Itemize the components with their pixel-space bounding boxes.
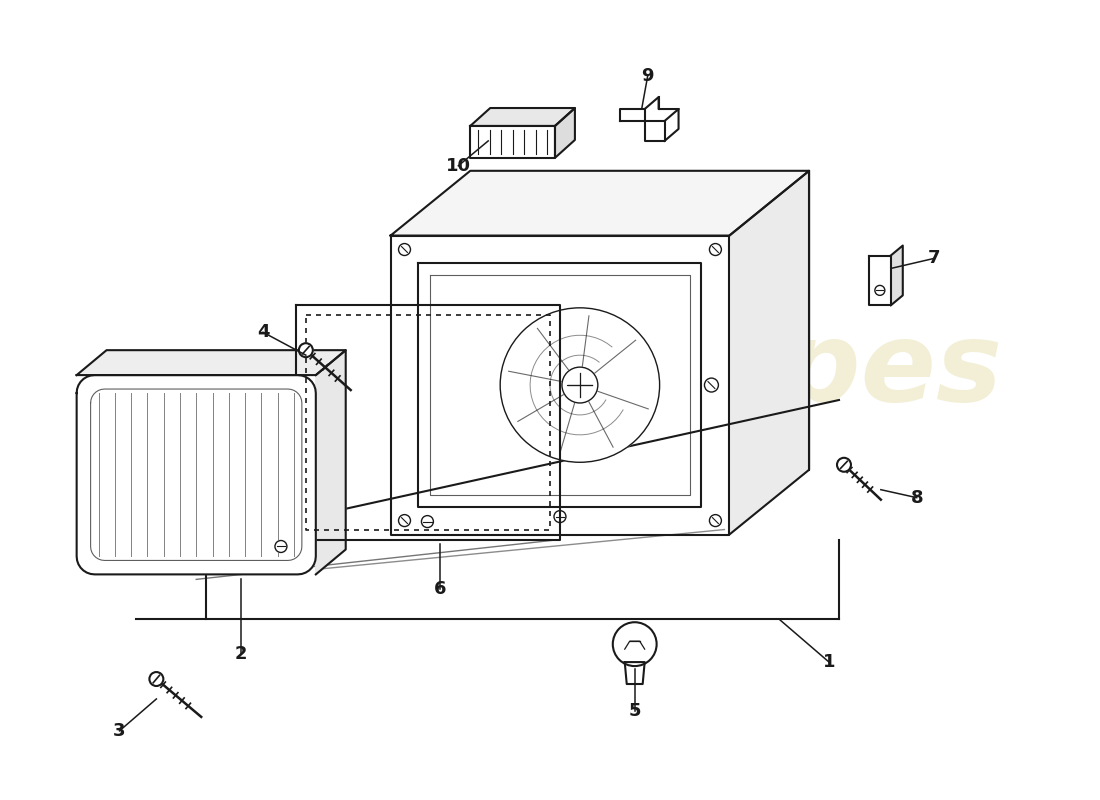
Circle shape <box>398 514 410 526</box>
Polygon shape <box>390 235 729 534</box>
Circle shape <box>874 286 884 295</box>
Polygon shape <box>316 350 345 574</box>
Text: a parts: a parts <box>532 434 727 486</box>
Ellipse shape <box>500 308 660 462</box>
Circle shape <box>613 622 657 666</box>
Circle shape <box>299 343 312 357</box>
Polygon shape <box>729 170 810 534</box>
Circle shape <box>275 541 287 553</box>
Circle shape <box>562 367 597 403</box>
Circle shape <box>554 510 565 522</box>
Circle shape <box>837 458 851 472</box>
Text: 3: 3 <box>113 722 125 740</box>
Text: 10: 10 <box>446 157 471 175</box>
Polygon shape <box>77 350 345 375</box>
Polygon shape <box>891 246 903 306</box>
Circle shape <box>150 672 163 686</box>
Polygon shape <box>390 170 810 235</box>
Polygon shape <box>471 126 556 158</box>
Text: 2: 2 <box>234 645 248 663</box>
Text: 5: 5 <box>628 702 641 720</box>
Circle shape <box>704 378 718 392</box>
Text: 6: 6 <box>434 580 447 598</box>
Circle shape <box>398 243 410 255</box>
Text: 4: 4 <box>256 323 270 342</box>
Polygon shape <box>619 109 664 141</box>
Text: 9: 9 <box>641 67 653 85</box>
Circle shape <box>421 515 433 527</box>
Polygon shape <box>869 255 891 306</box>
Text: Europes: Europes <box>496 317 1003 424</box>
Text: 7: 7 <box>927 250 939 267</box>
Text: 8: 8 <box>911 489 923 506</box>
Polygon shape <box>77 375 316 574</box>
Polygon shape <box>471 108 575 126</box>
Circle shape <box>624 127 631 135</box>
Circle shape <box>710 514 722 526</box>
Text: 1: 1 <box>823 653 835 671</box>
Polygon shape <box>556 108 575 158</box>
Circle shape <box>710 243 722 255</box>
Polygon shape <box>625 662 645 684</box>
